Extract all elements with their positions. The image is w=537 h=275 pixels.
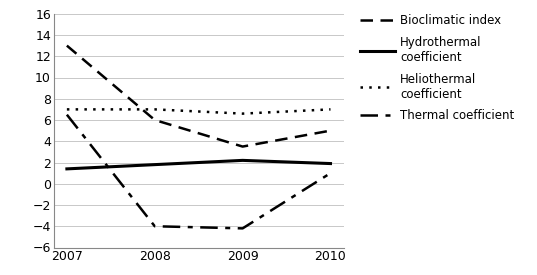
- Legend: Bioclimatic index, Hydrothermal
coefficient, Heliothermal
coefficient, Thermal c: Bioclimatic index, Hydrothermal coeffici…: [355, 9, 519, 127]
